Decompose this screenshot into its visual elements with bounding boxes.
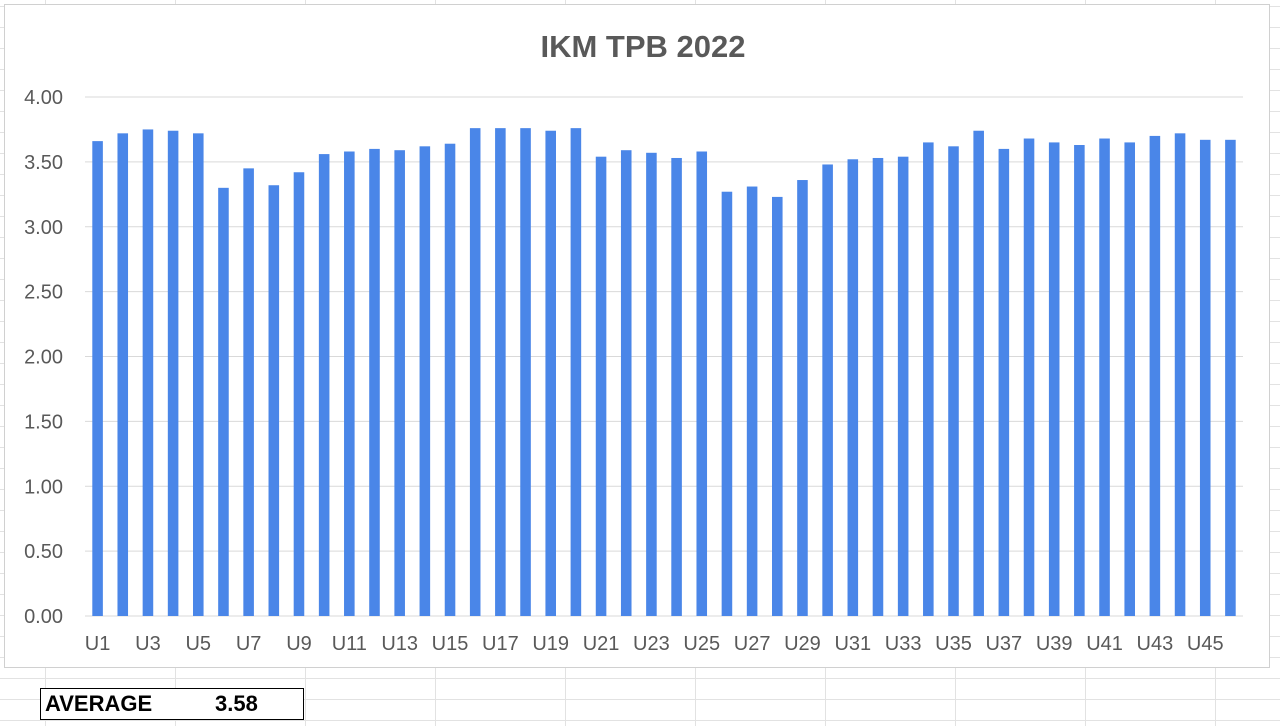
y-tick-label: 0.50 bbox=[24, 541, 63, 563]
x-tick-label: U15 bbox=[432, 633, 469, 655]
x-tick-label: U31 bbox=[834, 633, 871, 655]
bars bbox=[92, 128, 1236, 617]
bar-U38 bbox=[1023, 138, 1035, 616]
x-tick-label: U29 bbox=[784, 633, 821, 655]
y-tick-label: 3.00 bbox=[24, 217, 63, 239]
bar-U13 bbox=[394, 150, 405, 616]
x-tick-label: U25 bbox=[683, 633, 720, 655]
bar-U43 bbox=[1149, 135, 1161, 617]
chart-container[interactable]: IKM TPB 2022 0.00 0.50 1.00 1.50 2.00 2.50 3.0… bbox=[4, 4, 1270, 668]
average-label: AVERAGE bbox=[45, 691, 153, 716]
bar-U23 bbox=[646, 152, 657, 617]
y-tick-label: 1.00 bbox=[24, 476, 63, 498]
bar-U25 bbox=[696, 151, 708, 616]
y-tick-label: 1.50 bbox=[24, 411, 63, 433]
x-tick-label: U17 bbox=[482, 633, 519, 655]
x-tick-label: U7 bbox=[236, 633, 262, 655]
bar-U46 bbox=[1225, 139, 1236, 616]
bar-U41 bbox=[1099, 138, 1110, 616]
x-tick-label: U21 bbox=[583, 633, 620, 655]
x-tick-label: U11 bbox=[332, 633, 367, 655]
bar-U19 bbox=[545, 130, 556, 616]
x-tick-label: U3 bbox=[135, 633, 161, 655]
bar-U34 bbox=[923, 142, 934, 616]
bar-U7 bbox=[243, 168, 254, 617]
bar-U40 bbox=[1074, 145, 1085, 616]
bar-U14 bbox=[419, 146, 431, 616]
bar-U21 bbox=[595, 156, 607, 616]
x-tick-label: U27 bbox=[734, 633, 771, 655]
average-value: 3.58 bbox=[215, 691, 258, 716]
y-tick-label: 4.00 bbox=[24, 87, 63, 109]
x-tick-label: U43 bbox=[1137, 633, 1174, 655]
y-tick-label: 0.00 bbox=[24, 606, 63, 628]
bar-U28 bbox=[772, 196, 783, 616]
average-summary: AVERAGE 3.58 bbox=[40, 688, 304, 720]
bar-U10 bbox=[318, 154, 330, 616]
bar-U22 bbox=[620, 150, 632, 616]
y-axis-ticks: 0.00 0.50 1.00 1.50 2.00 2.50 3.00 3.50 4.00 bbox=[24, 87, 63, 628]
x-tick-label: U35 bbox=[935, 633, 972, 655]
x-tick-label: U23 bbox=[633, 633, 670, 655]
bar-U16 bbox=[469, 128, 481, 616]
gridlines bbox=[85, 96, 1243, 617]
bar-U8 bbox=[268, 185, 280, 617]
bar-U37 bbox=[998, 148, 1010, 616]
bar-U20 bbox=[570, 128, 582, 616]
y-tick-label: 2.50 bbox=[24, 282, 63, 304]
y-tick-label: 3.50 bbox=[24, 152, 63, 174]
bar-U18 bbox=[520, 128, 531, 616]
bar-U11 bbox=[344, 151, 355, 616]
bar-U29 bbox=[797, 180, 808, 617]
x-tick-label: U13 bbox=[381, 633, 418, 655]
bar-U26 bbox=[721, 191, 733, 616]
bar-U39 bbox=[1048, 142, 1060, 616]
bar-U3 bbox=[142, 129, 154, 616]
x-tick-label: U33 bbox=[885, 633, 922, 655]
bar-U31 bbox=[847, 159, 859, 616]
x-tick-label: U45 bbox=[1187, 633, 1224, 655]
bar-U24 bbox=[671, 157, 682, 617]
bar-U35 bbox=[948, 146, 959, 616]
x-tick-label: U9 bbox=[286, 633, 312, 655]
bar-U44 bbox=[1174, 133, 1186, 616]
bar-U4 bbox=[167, 130, 179, 616]
bar-U1 bbox=[92, 141, 103, 616]
bar-U9 bbox=[293, 172, 305, 616]
x-tick-label: U5 bbox=[185, 633, 211, 655]
bar-U5 bbox=[193, 133, 204, 616]
bar-U2 bbox=[117, 133, 129, 616]
x-tick-label: U1 bbox=[85, 633, 111, 655]
bar-U42 bbox=[1124, 142, 1135, 616]
bar-U15 bbox=[444, 143, 456, 616]
bar-U33 bbox=[897, 156, 909, 616]
chart-title: IKM TPB 2022 bbox=[540, 29, 745, 64]
bar-U6 bbox=[218, 187, 229, 616]
bar-U32 bbox=[872, 157, 884, 617]
bar-U17 bbox=[495, 128, 506, 616]
x-tick-label: U19 bbox=[532, 633, 569, 655]
bar-U30 bbox=[822, 164, 833, 616]
bar-U45 bbox=[1199, 139, 1211, 616]
bar-U36 bbox=[973, 130, 984, 616]
bar-chart: IKM TPB 2022 0.00 0.50 1.00 1.50 2.00 2.50 3.0… bbox=[24, 29, 1243, 655]
x-axis-ticks: U1 U3 U5 U7 U9 U11 U13 U15 U17 U19 U21 U23 U25 U27 U29… bbox=[85, 633, 1224, 655]
x-tick-label: U39 bbox=[1036, 633, 1073, 655]
bar-U12 bbox=[369, 148, 380, 616]
bar-U27 bbox=[746, 186, 758, 616]
y-tick-label: 2.00 bbox=[24, 347, 63, 369]
x-tick-label: U37 bbox=[985, 633, 1022, 655]
x-tick-label: U41 bbox=[1086, 633, 1123, 655]
